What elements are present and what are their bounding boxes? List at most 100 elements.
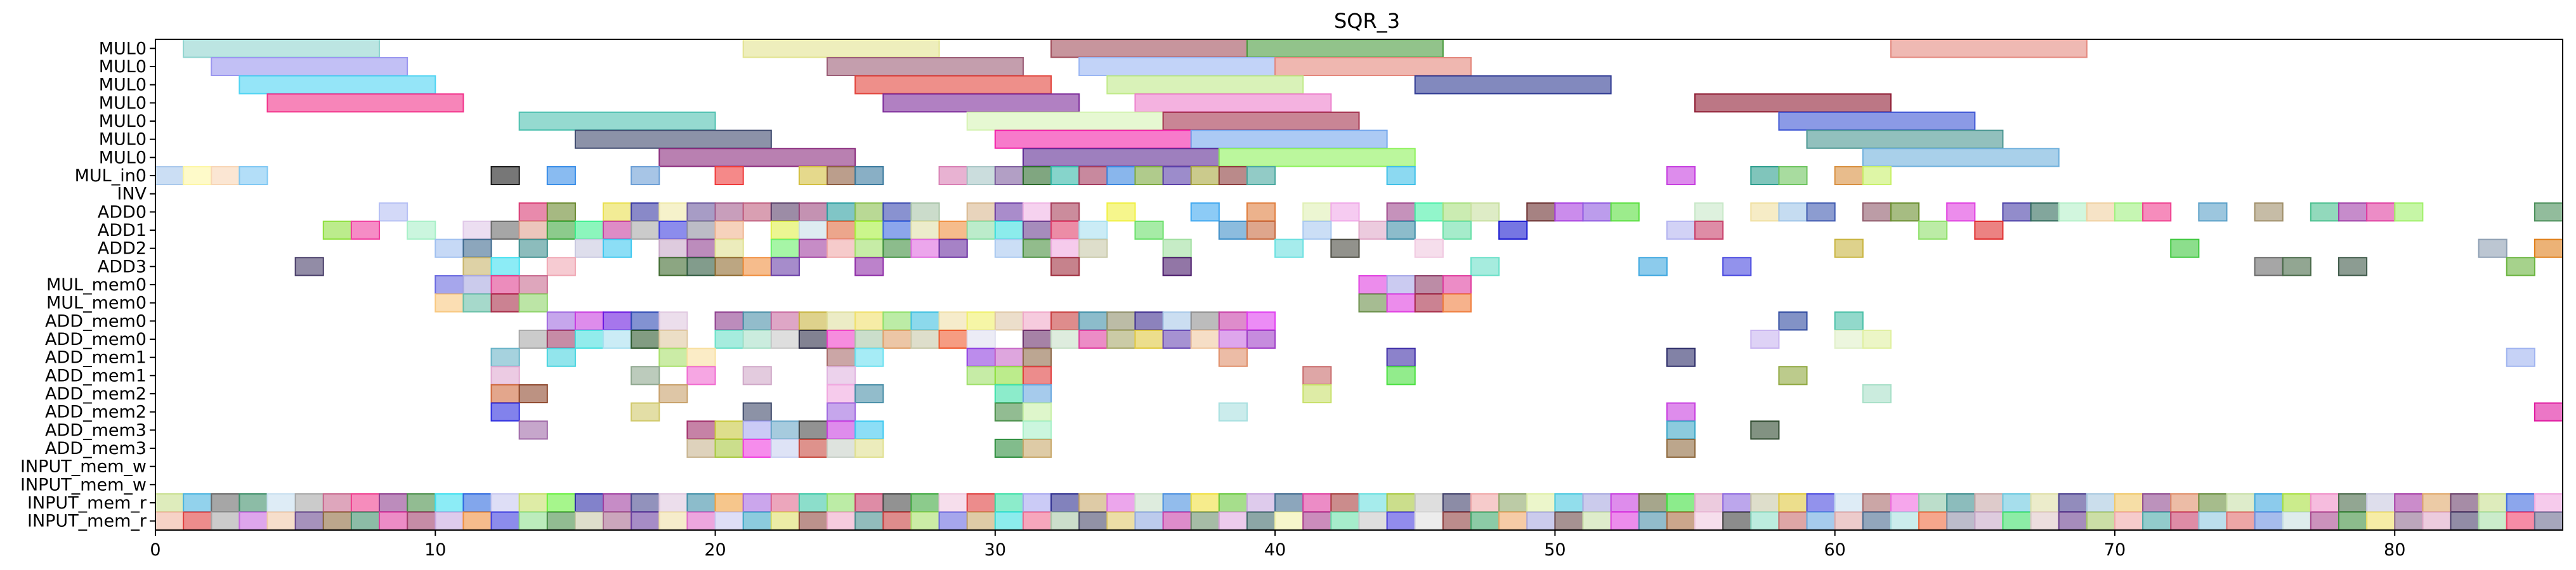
task-bar-105 <box>2310 202 2339 222</box>
task-bar-133 <box>1050 220 1080 240</box>
task-bar-301 <box>994 402 1024 422</box>
task-bar-368 <box>1302 493 1332 513</box>
task-bar-154 <box>714 238 744 258</box>
task-bar-145 <box>1918 220 1948 240</box>
task-bar-352 <box>854 493 884 513</box>
task-bar-132 <box>1022 220 1052 240</box>
task-bar-115 <box>518 220 548 240</box>
task-bar-382 <box>1694 493 1724 513</box>
task-bar-339 <box>490 493 520 513</box>
task-bar-281 <box>827 366 856 385</box>
task-bar-32 <box>239 165 268 186</box>
task-bar-256 <box>1134 329 1164 349</box>
task-bar-342 <box>574 493 605 513</box>
task-bar-211 <box>603 311 632 331</box>
task-bar-345 <box>658 493 688 513</box>
task-bar-397 <box>2114 493 2144 513</box>
task-bar-151 <box>603 238 632 258</box>
task-bar-325 <box>1022 438 1052 458</box>
task-bar-462 <box>1526 511 1556 531</box>
task-bar-433 <box>714 511 744 531</box>
task-bar-218 <box>827 311 856 331</box>
task-bar-27 <box>1218 148 1416 167</box>
task-bar-319 <box>742 438 772 458</box>
task-bar-134 <box>1078 220 1108 240</box>
y-tick-label: ADD_mem0 <box>45 330 147 349</box>
task-bar-343 <box>603 493 632 513</box>
task-bar-419 <box>322 511 352 531</box>
task-bar-139 <box>1358 220 1388 240</box>
task-bar-100 <box>2086 202 2115 222</box>
task-bar-212 <box>631 311 660 331</box>
task-bar-209 <box>546 311 576 331</box>
task-bar-266 <box>658 347 688 367</box>
task-bar-320 <box>770 438 800 458</box>
task-bar-210 <box>574 311 605 331</box>
task-bar-177 <box>546 257 576 276</box>
task-bar-453 <box>1274 511 1304 531</box>
task-bar-79 <box>1246 202 1276 222</box>
task-bar-497 <box>2506 511 2535 531</box>
task-bar-344 <box>631 493 660 513</box>
task-bar-274 <box>1386 347 1416 367</box>
task-bar-448 <box>1134 511 1164 531</box>
y-tick-label: ADD_mem1 <box>45 348 147 368</box>
task-bar-259 <box>1218 329 1248 349</box>
task-bar-257 <box>1162 329 1192 349</box>
task-bar-321 <box>798 438 828 458</box>
task-bar-118 <box>603 220 632 240</box>
task-bar-93 <box>1806 202 1836 222</box>
task-bar-436 <box>798 511 828 531</box>
task-bar-238 <box>574 329 605 349</box>
task-bar-73 <box>966 202 996 222</box>
task-bar-208 <box>1442 293 1472 313</box>
task-bar-354 <box>910 493 940 513</box>
task-bar-228 <box>1106 311 1136 331</box>
task-bar-361 <box>1106 493 1136 513</box>
task-bar-83 <box>1414 202 1444 222</box>
task-bar-414 <box>183 511 212 531</box>
task-bar-97 <box>2002 202 2032 222</box>
task-bar-186 <box>1470 257 1500 276</box>
task-bar-30 <box>183 165 212 186</box>
task-bar-326 <box>1666 438 1696 458</box>
task-bar-78 <box>1190 202 1220 222</box>
task-bar-148 <box>462 238 492 258</box>
task-bar-455 <box>1330 511 1360 531</box>
task-bar-90 <box>1694 202 1724 222</box>
task-bar-350 <box>798 493 828 513</box>
task-bar-189 <box>2254 257 2284 276</box>
task-bar-190 <box>2282 257 2311 276</box>
chart-title: SQR_3 <box>1334 9 1400 33</box>
plot-frame <box>155 39 2563 531</box>
task-bar-28 <box>1862 148 2060 167</box>
task-bar-255 <box>1106 329 1136 349</box>
task-bar-138 <box>1302 220 1332 240</box>
task-bar-242 <box>714 329 744 349</box>
task-bar-362 <box>1134 493 1164 513</box>
task-bar-286 <box>1386 366 1416 385</box>
task-bar-126 <box>854 220 884 240</box>
task-bar-363 <box>1162 493 1192 513</box>
task-bar-464 <box>1582 511 1612 531</box>
task-bar-55 <box>1778 165 1808 186</box>
task-bar-306 <box>518 420 548 440</box>
task-bar-295 <box>1302 384 1332 404</box>
task-bar-338 <box>462 493 492 513</box>
task-bar-206 <box>1386 293 1416 313</box>
task-bar-159 <box>882 238 912 258</box>
task-bar-92 <box>1778 202 1808 222</box>
task-bar-376 <box>1526 493 1556 513</box>
task-bar-378 <box>1582 493 1612 513</box>
task-bar-458 <box>1414 511 1444 531</box>
task-bar-152 <box>658 238 688 258</box>
task-bar-267 <box>686 347 716 367</box>
task-bar-400 <box>2198 493 2228 513</box>
task-bar-59 <box>518 202 548 222</box>
task-bar-404 <box>2310 493 2339 513</box>
task-bar-289 <box>518 384 548 404</box>
task-bar-233 <box>1246 311 1276 331</box>
task-bar-472 <box>1806 511 1836 531</box>
task-bar-171 <box>2170 238 2200 258</box>
task-bar-183 <box>854 257 884 276</box>
